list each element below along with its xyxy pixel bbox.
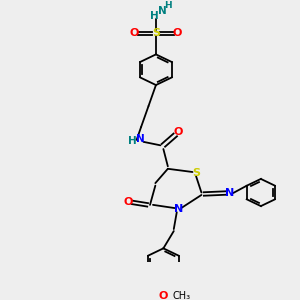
Text: CH₃: CH₃: [173, 291, 191, 300]
Text: O: O: [173, 128, 183, 137]
Text: H: H: [128, 136, 136, 146]
Text: H: H: [150, 11, 159, 21]
Text: S: S: [152, 28, 160, 38]
Text: O: O: [130, 28, 139, 38]
Text: O: O: [124, 197, 133, 207]
Text: S: S: [192, 168, 200, 178]
Text: N: N: [225, 188, 234, 198]
Text: H: H: [165, 1, 172, 10]
Text: N: N: [136, 134, 145, 144]
Text: O: O: [159, 291, 168, 300]
Text: N: N: [174, 204, 183, 214]
Text: O: O: [173, 28, 182, 38]
Text: N: N: [158, 6, 167, 16]
